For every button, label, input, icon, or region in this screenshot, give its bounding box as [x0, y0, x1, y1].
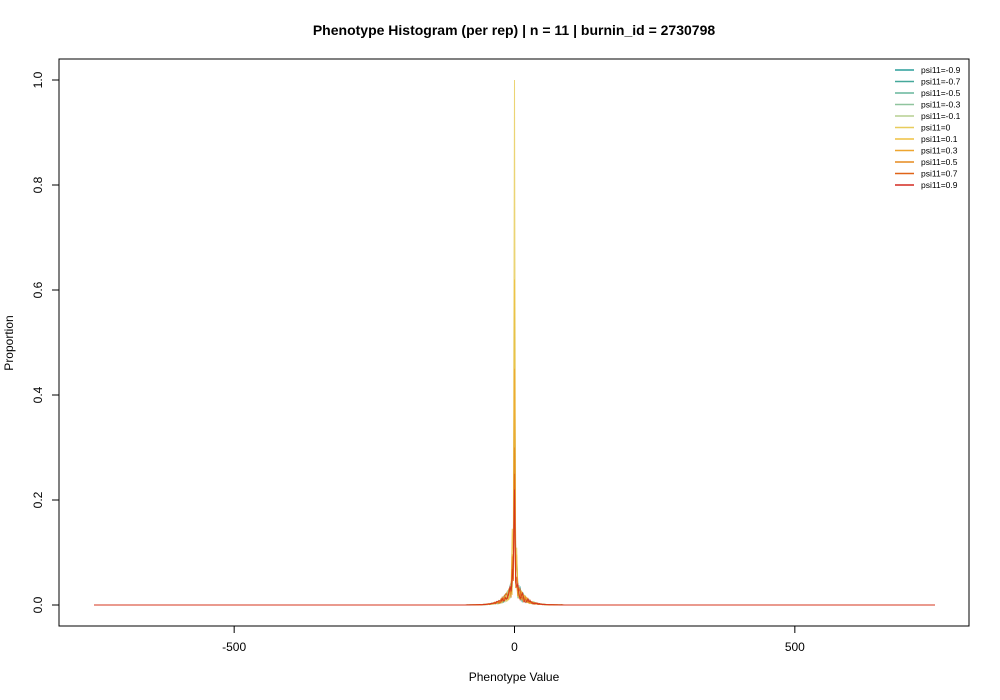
y-axis: 0.0 0.2 0.4 0.6 0.8 1.0 [31, 71, 60, 613]
legend-label: psi11=-0.7 [921, 77, 961, 87]
chart-title: Phenotype Histogram (per rep) | n = 11 |… [313, 22, 716, 38]
series-line [93, 489, 936, 606]
legend-label: psi11=0.3 [921, 146, 958, 156]
legend-label: psi11=0.5 [921, 157, 958, 167]
x-tick-label: -500 [222, 640, 246, 654]
legend-label: psi11=0 [921, 123, 951, 133]
x-tick-label: 500 [785, 640, 805, 654]
x-axis-label: Phenotype Value [469, 670, 560, 684]
legend-label: psi11=0.7 [921, 169, 958, 179]
legend-label: psi11=-0.3 [921, 100, 961, 110]
x-axis: -500 0 500 [222, 625, 805, 654]
y-tick-label: 0.4 [31, 386, 45, 403]
y-tick-label: 0.8 [31, 176, 45, 193]
x-tick-label: 0 [511, 640, 518, 654]
legend-label: psi11=-0.9 [921, 65, 961, 75]
y-axis-label: Proportion [2, 315, 16, 370]
y-tick-label: 0.0 [31, 596, 45, 613]
y-tick-label: 0.2 [31, 491, 45, 508]
y-tick-label: 1.0 [31, 71, 45, 88]
y-tick-label: 0.6 [31, 281, 45, 298]
series-layer [93, 79, 936, 606]
legend-label: psi11=0.1 [921, 134, 958, 144]
legend-label: psi11=-0.1 [921, 111, 961, 121]
legend-label: psi11=0.9 [921, 180, 958, 190]
legend-label: psi11=-0.5 [921, 88, 961, 98]
